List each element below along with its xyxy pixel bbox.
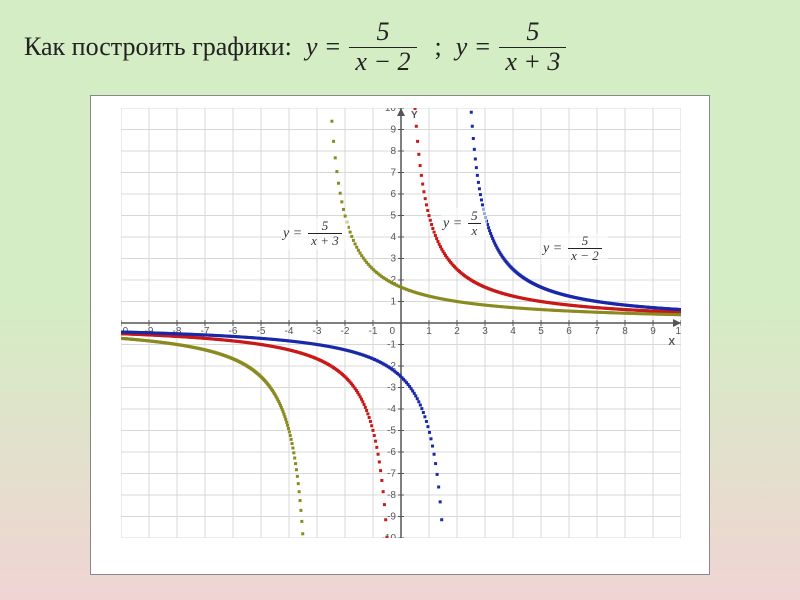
formula-2-lhs: y = xyxy=(456,32,492,62)
formula-1-frac: 5 x − 2 xyxy=(349,18,416,76)
svg-text:4: 4 xyxy=(390,232,396,243)
svg-text:1: 1 xyxy=(390,297,396,308)
formula-2-num: 5 xyxy=(520,18,545,47)
svg-text:4: 4 xyxy=(510,326,516,337)
svg-text:-1: -1 xyxy=(387,340,396,351)
svg-text:10: 10 xyxy=(385,108,397,114)
chart-svg: -10-9-8-7-6-5-4-3-2-112345678910-10-9-8-… xyxy=(121,108,681,538)
svg-text:1: 1 xyxy=(426,326,432,337)
svg-text:3: 3 xyxy=(390,254,396,265)
svg-text:Y: Y xyxy=(411,110,418,121)
formula-1-num: 5 xyxy=(370,18,395,47)
svg-text:-4: -4 xyxy=(387,404,396,415)
svg-text:8: 8 xyxy=(390,146,396,157)
formula-1-lhs: y = xyxy=(306,32,342,62)
svg-text:-8: -8 xyxy=(387,490,396,501)
curve-label-olive: y = 5 x + 3 xyxy=(281,218,348,250)
svg-text:3: 3 xyxy=(482,326,488,337)
svg-text:-3: -3 xyxy=(313,326,322,337)
svg-text:6: 6 xyxy=(566,326,572,337)
svg-text:5: 5 xyxy=(538,326,544,337)
svg-text:7: 7 xyxy=(390,168,396,179)
svg-text:-7: -7 xyxy=(387,469,396,480)
formula-2: y = 5 x + 3 xyxy=(456,18,571,76)
curve-label-red: y = 5 x xyxy=(441,208,487,240)
svg-text:X: X xyxy=(668,337,675,348)
chart-plot-area: -10-9-8-7-6-5-4-3-2-112345678910-10-9-8-… xyxy=(121,108,681,538)
formula-2-frac: 5 x + 3 xyxy=(499,18,566,76)
svg-text:-1: -1 xyxy=(369,326,378,337)
svg-text:-6: -6 xyxy=(387,447,396,458)
svg-text:-3: -3 xyxy=(387,383,396,394)
svg-text:8: 8 xyxy=(622,326,628,337)
title-row: Как построить графики: y = 5 x − 2 ; y =… xyxy=(0,0,800,84)
svg-text:0: 0 xyxy=(389,326,395,337)
svg-text:9: 9 xyxy=(650,326,656,337)
formula-2-den: x + 3 xyxy=(499,48,566,77)
svg-text:7: 7 xyxy=(594,326,600,337)
curve-label-blue: y = 5 x − 2 xyxy=(541,233,608,265)
svg-text:-2: -2 xyxy=(341,326,350,337)
formula-1: y = 5 x − 2 xyxy=(306,18,421,76)
svg-text:2: 2 xyxy=(454,326,460,337)
svg-text:-10: -10 xyxy=(382,533,397,538)
svg-text:5: 5 xyxy=(390,211,396,222)
svg-text:10: 10 xyxy=(675,326,681,337)
semicolon: ; xyxy=(435,32,442,62)
formula-1-den: x − 2 xyxy=(349,48,416,77)
svg-text:9: 9 xyxy=(390,125,396,136)
svg-text:-5: -5 xyxy=(387,426,396,437)
svg-text:-5: -5 xyxy=(257,326,266,337)
svg-text:6: 6 xyxy=(390,189,396,200)
svg-text:-4: -4 xyxy=(285,326,294,337)
svg-text:-9: -9 xyxy=(387,512,396,523)
page-title: Как построить графики: xyxy=(24,32,292,62)
chart-container: -10-9-8-7-6-5-4-3-2-112345678910-10-9-8-… xyxy=(90,95,710,575)
